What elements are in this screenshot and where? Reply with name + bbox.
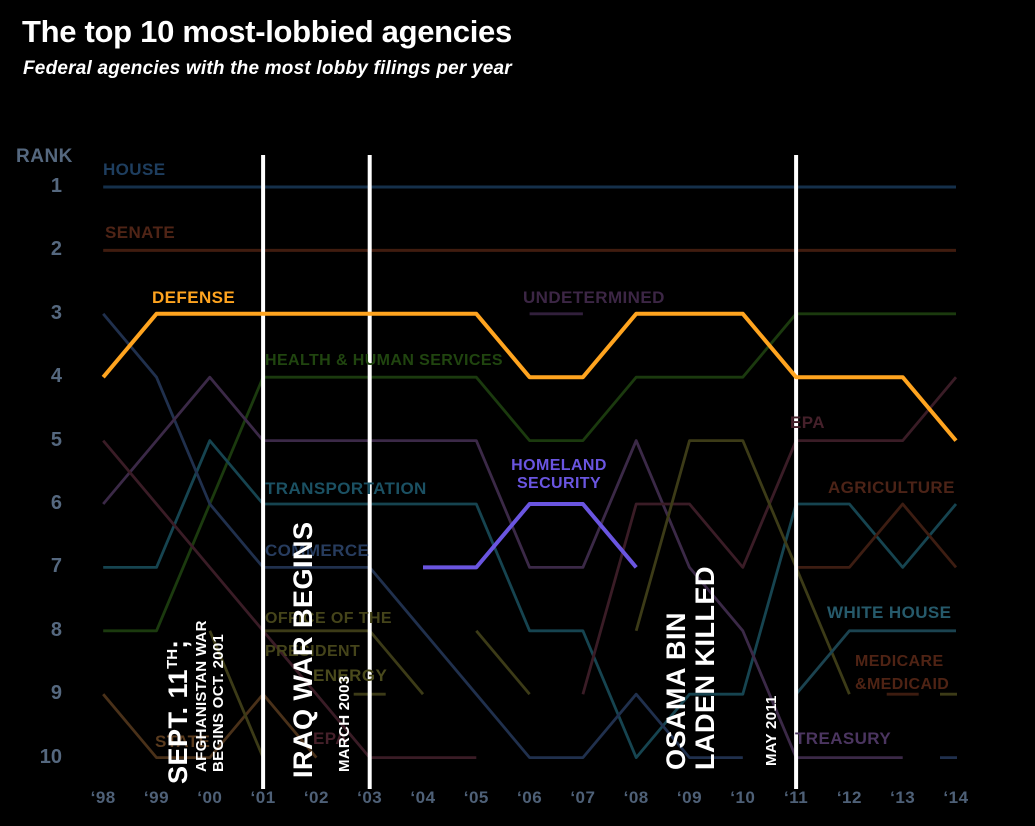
chart-line-office xyxy=(263,629,425,696)
defense-label: DEFENSE xyxy=(152,288,236,307)
x-axis-tick-2012: ‘12 xyxy=(836,788,862,807)
page-title: The top 10 most-lobbied agencies xyxy=(22,14,512,49)
hhs-label: HEALTH & HUMAN SERVICES xyxy=(265,352,503,369)
house-label: HOUSE xyxy=(103,160,166,179)
commerce-label: COMMERCE xyxy=(265,541,370,560)
state-label: STATE xyxy=(155,732,211,751)
y-axis-tick-5: 5 xyxy=(50,428,62,451)
page-subtitle: Federal agencies with the most lobby fil… xyxy=(23,58,512,79)
treasury-label: TREASURY xyxy=(795,729,892,748)
whitehouse-label: WHITE HOUSE xyxy=(827,603,952,622)
y-axis-tick-9: 9 xyxy=(50,682,62,705)
x-axis-tick-2009: ‘09 xyxy=(676,788,703,807)
dim-series-group xyxy=(102,185,958,759)
x-axis-tick-2010: ‘10 xyxy=(730,788,756,807)
x-axis-tick-2004: ‘04 xyxy=(410,788,436,807)
highlight-series-group xyxy=(101,311,958,570)
x-axis-tick-2000: ‘00 xyxy=(197,788,223,807)
y-axis-tick-1: 1 xyxy=(50,175,62,197)
agriculture-label: AGRICULTURE xyxy=(828,478,955,497)
transportation-label: TRANSPORTATION xyxy=(265,479,427,498)
senate-label: SENATE xyxy=(105,223,176,242)
office-label: OFFICE OF THE PRESIDENT xyxy=(265,610,392,660)
energy-label: ENERGY xyxy=(313,666,388,685)
event-subtext-2003: MARCH 2003 xyxy=(336,675,353,772)
chart-line-treasury xyxy=(102,375,903,759)
x-axis-tick-2008: ‘08 xyxy=(623,788,649,807)
epa-label-left: EPA xyxy=(313,729,348,748)
chart-line-agriculture xyxy=(796,502,958,569)
chart-line-whitehouse xyxy=(795,629,956,696)
event-subtext-2001: AFGHANISTAN WAR BEGINS OCT. 2001 xyxy=(193,620,227,772)
event-heading-2001: SEPT. 11TH; xyxy=(163,639,193,784)
x-axis-tick-2001: ‘01 xyxy=(250,788,276,807)
chart-line-homeland xyxy=(423,502,638,570)
chart-line-energy xyxy=(475,629,531,696)
chart-line-transportation xyxy=(103,439,958,759)
homeland-label: HOMELAND SECURITY xyxy=(511,457,607,492)
event-lines-group xyxy=(261,155,799,789)
y-axis-title: RANK xyxy=(16,146,73,167)
x-axis-tick-2007: ‘07 xyxy=(570,788,596,807)
chart-line-epa xyxy=(102,439,477,759)
undetermined-label: UNDETERMINED xyxy=(523,288,665,307)
y-axis-tick-6: 6 xyxy=(50,492,62,514)
x-axis-tick-1999: ‘99 xyxy=(143,788,170,807)
x-axis-tick-1998: ‘98 xyxy=(90,788,116,807)
chart-line-energy xyxy=(634,439,851,695)
x-axis-tick-2014: ‘14 xyxy=(943,788,969,807)
x-axis-tick-2013: ‘13 xyxy=(890,788,916,807)
x-axis-tick-2003: ‘03 xyxy=(357,788,383,807)
y-axis-tick-8: 8 xyxy=(50,618,62,641)
x-axis-tick-2002: ‘02 xyxy=(303,788,329,807)
y-axis-tick-2: 2 xyxy=(50,238,62,261)
chart-line-defense xyxy=(101,311,958,442)
epa-label-right: EPA xyxy=(790,413,825,432)
event-heading-2003: IRAQ WAR BEGINS xyxy=(288,521,318,778)
event-subtext-2011: MAY 2011 xyxy=(763,695,780,766)
y-axis-tick-3: 3 xyxy=(50,301,62,324)
chart-line-state xyxy=(102,692,318,759)
y-axis-tick-10: 10 xyxy=(39,745,62,768)
chart-line-epa xyxy=(581,376,958,695)
chart-line-energy xyxy=(208,630,265,759)
x-axis-tick-2006: ‘06 xyxy=(517,788,543,807)
x-axis-tick-2011: ‘11 xyxy=(783,788,809,807)
chart-line-commerce xyxy=(102,312,743,759)
event-heading-2011: OSAMA BIN LADEN KILLED xyxy=(661,566,720,770)
y-axis-tick-7: 7 xyxy=(50,555,62,578)
medicare-label: MEDICARE &MEDICAID xyxy=(855,653,950,693)
x-axis-tick-2005: ‘05 xyxy=(463,788,489,807)
y-axis-tick-4: 4 xyxy=(50,365,62,388)
